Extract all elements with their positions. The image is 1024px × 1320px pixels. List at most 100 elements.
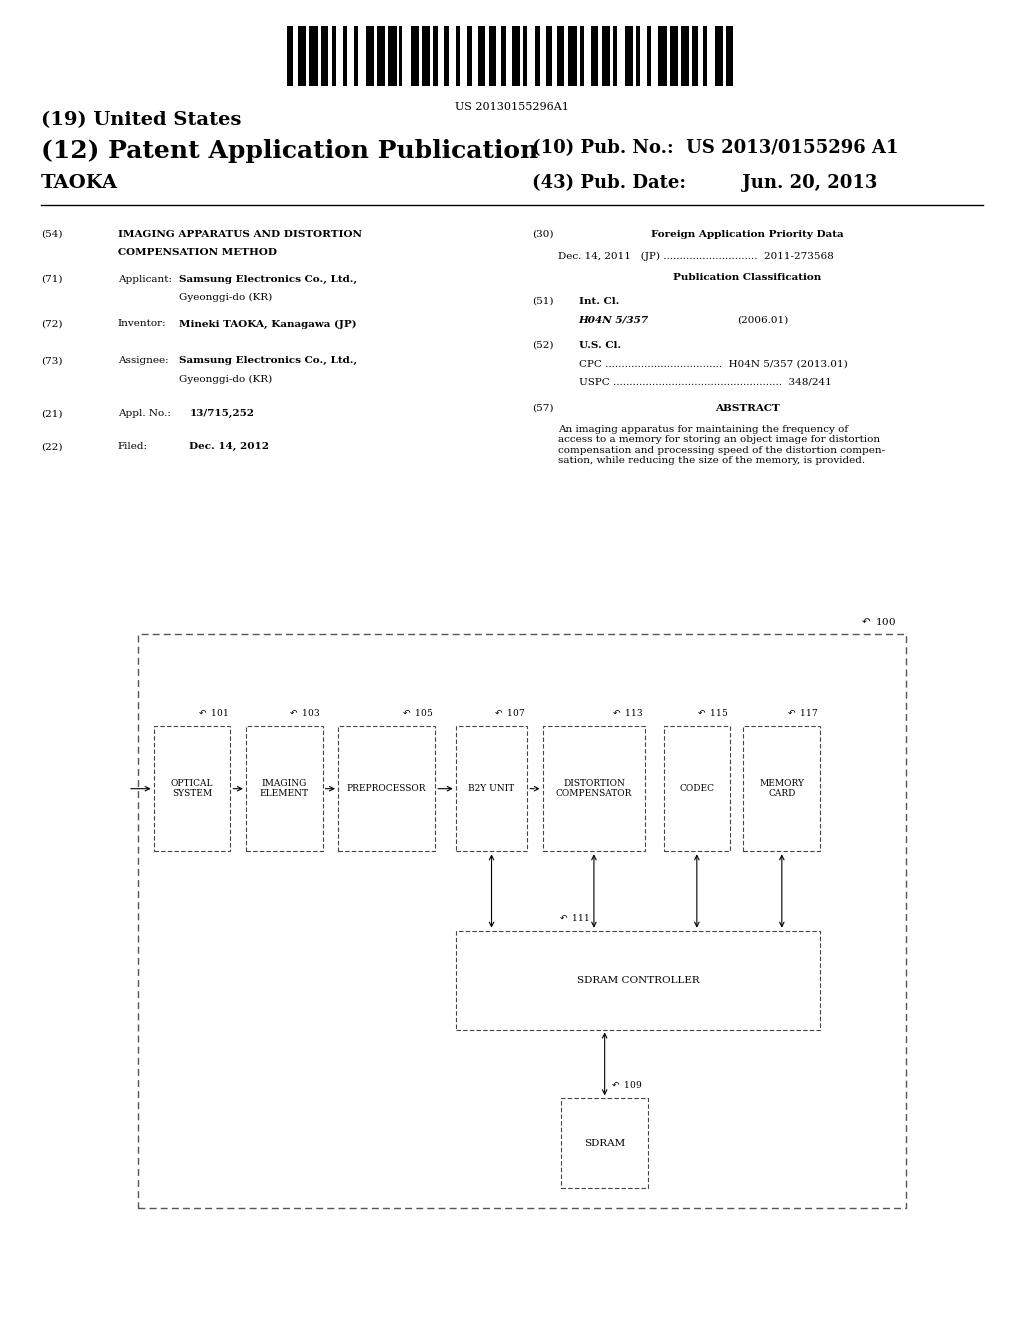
Bar [703,26,708,86]
Text: (10) Pub. No.:  US 2013/0155296 A1: (10) Pub. No.: US 2013/0155296 A1 [532,139,899,157]
Text: B2Y UNIT: B2Y UNIT [468,784,515,793]
Text: (54): (54) [41,230,62,239]
Bar [501,26,506,86]
Text: U.S. Cl.: U.S. Cl. [579,341,621,350]
Text: Publication Classification: Publication Classification [674,273,821,282]
Bar [321,26,329,86]
Bar [557,26,564,86]
Text: Dec. 14, 2011   (JP) .............................  2011-273568: Dec. 14, 2011 (JP) .....................… [558,252,834,261]
Bar [591,26,598,86]
Text: (2006.01): (2006.01) [737,315,788,325]
Text: DISTORTION
COMPENSATOR: DISTORTION COMPENSATOR [556,779,632,799]
Bar [366,26,374,86]
Bar [478,26,485,86]
Text: SDRAM: SDRAM [584,1139,626,1147]
FancyBboxPatch shape [246,726,323,851]
Text: (22): (22) [41,442,62,451]
Text: (21): (21) [41,409,62,418]
Bar [512,26,520,86]
Bar [602,26,610,86]
Text: SDRAM CONTROLLER: SDRAM CONTROLLER [577,975,699,985]
FancyBboxPatch shape [456,726,527,851]
Text: $\curvearrowleft$ 100: $\curvearrowleft$ 100 [859,616,896,627]
FancyBboxPatch shape [743,726,820,851]
Text: 13/715,252: 13/715,252 [189,409,254,418]
Bar [399,26,402,86]
Text: (30): (30) [532,230,554,239]
Bar [546,26,552,86]
Bar [309,26,317,86]
Text: (72): (72) [41,319,62,329]
Text: OPTICAL
SYSTEM: OPTICAL SYSTEM [171,779,213,799]
Bar [692,26,697,86]
Text: $\curvearrowleft$ 109: $\curvearrowleft$ 109 [610,1080,642,1090]
FancyBboxPatch shape [338,726,435,851]
Text: MEMORY
CARD: MEMORY CARD [760,779,804,799]
Text: PREPROCESSOR: PREPROCESSOR [347,784,426,793]
Bar [287,26,293,86]
Text: Int. Cl.: Int. Cl. [579,297,618,306]
Text: $\curvearrowleft$ 115: $\curvearrowleft$ 115 [695,708,728,718]
Text: CODEC: CODEC [679,784,715,793]
Text: H04N 5/357: H04N 5/357 [579,315,648,325]
Bar [489,26,496,86]
Text: An imaging apparatus for maintaining the frequency of
access to a memory for sto: An imaging apparatus for maintaining the… [558,425,885,465]
Bar [343,26,347,86]
Text: (73): (73) [41,356,62,366]
Text: USPC ....................................................  348/241: USPC ...................................… [579,378,831,387]
Bar [658,26,667,86]
Text: Dec. 14, 2012: Dec. 14, 2012 [189,442,269,451]
Text: $\curvearrowleft$ 101: $\curvearrowleft$ 101 [197,708,228,718]
Bar [298,26,306,86]
Text: Assignee:: Assignee: [118,356,168,366]
FancyBboxPatch shape [154,726,230,851]
Text: Gyeonggi-do (KR): Gyeonggi-do (KR) [179,293,272,302]
Bar [411,26,419,86]
Text: IMAGING APPARATUS AND DISTORTION: IMAGING APPARATUS AND DISTORTION [118,230,361,239]
Bar [523,26,527,86]
Bar [726,26,732,86]
Text: Mineki TAOKA, Kanagawa (JP): Mineki TAOKA, Kanagawa (JP) [179,319,356,329]
Bar [377,26,385,86]
Text: Gyeonggi-do (KR): Gyeonggi-do (KR) [179,375,272,384]
Text: (57): (57) [532,404,554,413]
Text: US 20130155296A1: US 20130155296A1 [455,102,569,112]
Text: (43) Pub. Date:         Jun. 20, 2013: (43) Pub. Date: Jun. 20, 2013 [532,174,878,193]
Text: Foreign Application Priority Data: Foreign Application Priority Data [651,230,844,239]
FancyBboxPatch shape [561,1098,648,1188]
Bar [388,26,396,86]
Bar [444,26,449,86]
Text: Filed:: Filed: [118,442,147,451]
Bar [433,26,438,86]
Bar [456,26,460,86]
Text: (51): (51) [532,297,554,306]
Bar [535,26,540,86]
Bar [647,26,650,86]
Bar [332,26,336,86]
Text: Samsung Electronics Co., Ltd.,: Samsung Electronics Co., Ltd., [179,356,357,366]
Text: (19) United States: (19) United States [41,111,242,129]
FancyBboxPatch shape [456,931,820,1030]
Text: Inventor:: Inventor: [118,319,166,329]
Text: Applicant:: Applicant: [118,275,172,284]
Text: (12) Patent Application Publication: (12) Patent Application Publication [41,139,539,162]
Text: IMAGING
ELEMENT: IMAGING ELEMENT [260,779,308,799]
Text: $\curvearrowleft$ 105: $\curvearrowleft$ 105 [400,708,433,718]
Bar [636,26,640,86]
Text: $\curvearrowleft$ 107: $\curvearrowleft$ 107 [493,708,525,718]
FancyBboxPatch shape [543,726,645,851]
Text: Appl. No.:: Appl. No.: [118,409,171,418]
Bar [715,26,723,86]
Text: (71): (71) [41,275,62,284]
Bar [681,26,689,86]
Text: CPC ....................................  H04N 5/357 (2013.01): CPC ....................................… [579,359,847,368]
FancyBboxPatch shape [664,726,730,851]
Bar [467,26,472,86]
Text: COMPENSATION METHOD: COMPENSATION METHOD [118,248,276,257]
Bar [613,26,616,86]
Text: (52): (52) [532,341,554,350]
Text: $\curvearrowleft$ 103: $\curvearrowleft$ 103 [288,708,321,718]
Text: ABSTRACT: ABSTRACT [715,404,780,413]
FancyBboxPatch shape [138,634,906,1208]
Text: $\curvearrowleft$ 117: $\curvearrowleft$ 117 [785,708,818,718]
